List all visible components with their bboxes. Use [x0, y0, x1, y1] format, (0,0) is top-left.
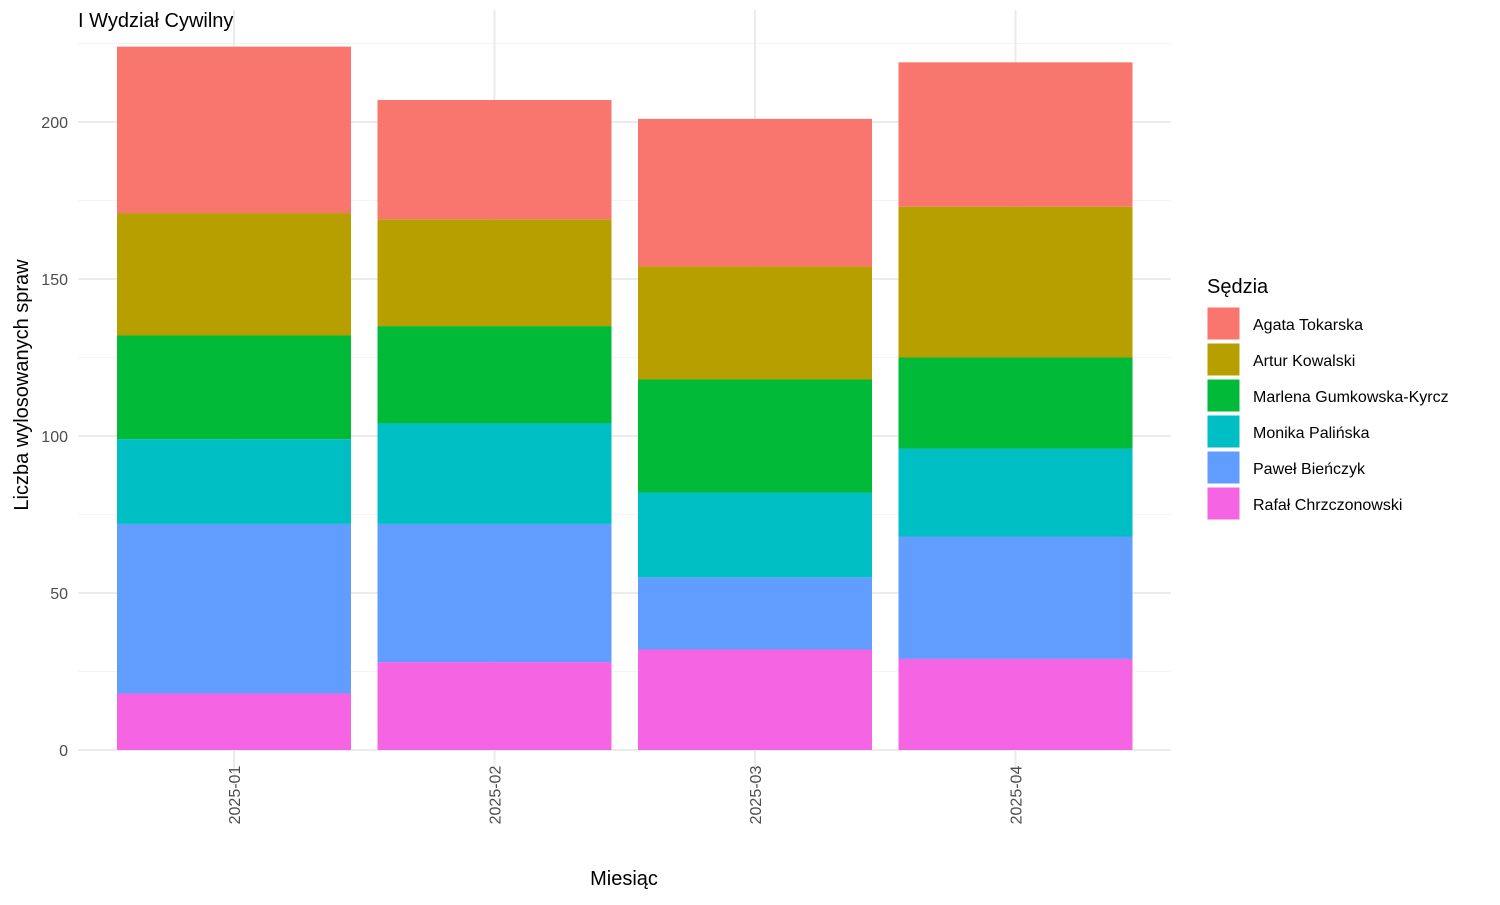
y-tick-label: 200 [41, 115, 68, 132]
bar-segment: Monika Palińska 2025-03: 27 [638, 492, 872, 578]
bar-segment: Rafał Chrzczonowski 2025-03: 32 [638, 649, 872, 750]
bar-segment: Marlena Gumkowska-Kyrcz 2025-04: 29 [898, 357, 1133, 449]
bar-segment: Marlena Gumkowska-Kyrcz 2025-01: 33 [117, 335, 351, 440]
x-tick-label: 2025-03 [748, 766, 765, 825]
bar-segment: Paweł Bieńczyk 2025-01: 54 [117, 523, 351, 694]
bar-segment: Agata Tokarska 2025-04: 46 [898, 62, 1133, 207]
bar-segment: Paweł Bieńczyk 2025-03: 23 [638, 577, 872, 650]
legend-swatch [1206, 378, 1241, 413]
legend: Sędzia Agata Tokarska Artur Kowalski Marle… [1206, 276, 1449, 521]
y-axis-title: Liczba wylosowanych spraw [11, 259, 33, 511]
x-tick-label: 2025-02 [488, 766, 505, 825]
x-tick-label: 2025-04 [1009, 766, 1026, 825]
bar-segment: Rafał Chrzczonowski 2025-01: 18 [117, 693, 351, 750]
x-axis-title: Miesiąc [590, 868, 658, 890]
y-tick-label: 50 [50, 586, 68, 603]
bar-segment: Agata Tokarska 2025-01: 53 [117, 46, 351, 214]
legend-label: Paweł Bieńczyk [1253, 461, 1366, 478]
bar-segment: Marlena Gumkowska-Kyrcz 2025-02: 31 [377, 326, 612, 424]
bar-segment: Artur Kowalski 2025-01: 39 [117, 213, 351, 336]
bar-segment: Rafał Chrzczonowski 2025-02: 28 [377, 662, 612, 750]
bar-segment: Marlena Gumkowska-Kyrcz 2025-03: 36 [638, 379, 872, 493]
x-axis-ticks: 2025-01 2025-02 2025-03 2025-04 [227, 766, 1026, 825]
bar-segment: Artur Kowalski 2025-03: 36 [638, 266, 872, 380]
legend-swatch [1206, 306, 1241, 341]
bar-segment: Monika Palińska 2025-02: 32 [377, 423, 612, 524]
legend-label: Artur Kowalski [1253, 353, 1355, 370]
legend-label: Monika Palińska [1253, 425, 1370, 442]
y-tick-label: 150 [41, 272, 68, 289]
y-tick-label: 0 [59, 743, 68, 760]
legend-swatch [1206, 342, 1241, 377]
legend-title: Sędzia [1207, 276, 1269, 298]
bar-segment: Agata Tokarska 2025-02: 38 [377, 100, 612, 220]
legend-label: Agata Tokarska [1253, 317, 1363, 334]
bar-segment: Paweł Bieńczyk 2025-04: 39 [898, 536, 1133, 659]
legend-swatch [1206, 486, 1241, 521]
bar-segment: Monika Palińska 2025-01: 27 [117, 439, 351, 524]
x-tick-label: 2025-01 [227, 766, 244, 825]
bar-segment: Agata Tokarska 2025-03: 47 [638, 118, 872, 267]
bars: Rafał Chrzczonowski 2025-01: 18Paweł Bie… [117, 46, 1133, 750]
legend-label: Marlena Gumkowska-Kyrcz [1253, 389, 1449, 406]
bar-segment: Paweł Bieńczyk 2025-02: 44 [377, 523, 612, 663]
bar-segment: Artur Kowalski 2025-04: 48 [898, 206, 1133, 358]
bar-segment: Monika Palińska 2025-04: 28 [898, 448, 1133, 537]
y-axis-ticks: 0 50 100 150 200 [41, 115, 68, 760]
legend-swatch [1206, 414, 1241, 449]
bar-segment: Rafał Chrzczonowski 2025-04: 29 [898, 658, 1133, 750]
bar-segment: Artur Kowalski 2025-02: 34 [377, 219, 612, 327]
legend-swatch [1206, 450, 1241, 485]
y-tick-label: 100 [41, 429, 68, 446]
legend-label: Rafał Chrzczonowski [1253, 497, 1402, 514]
chart-title: I Wydział Cywilny [78, 10, 233, 32]
